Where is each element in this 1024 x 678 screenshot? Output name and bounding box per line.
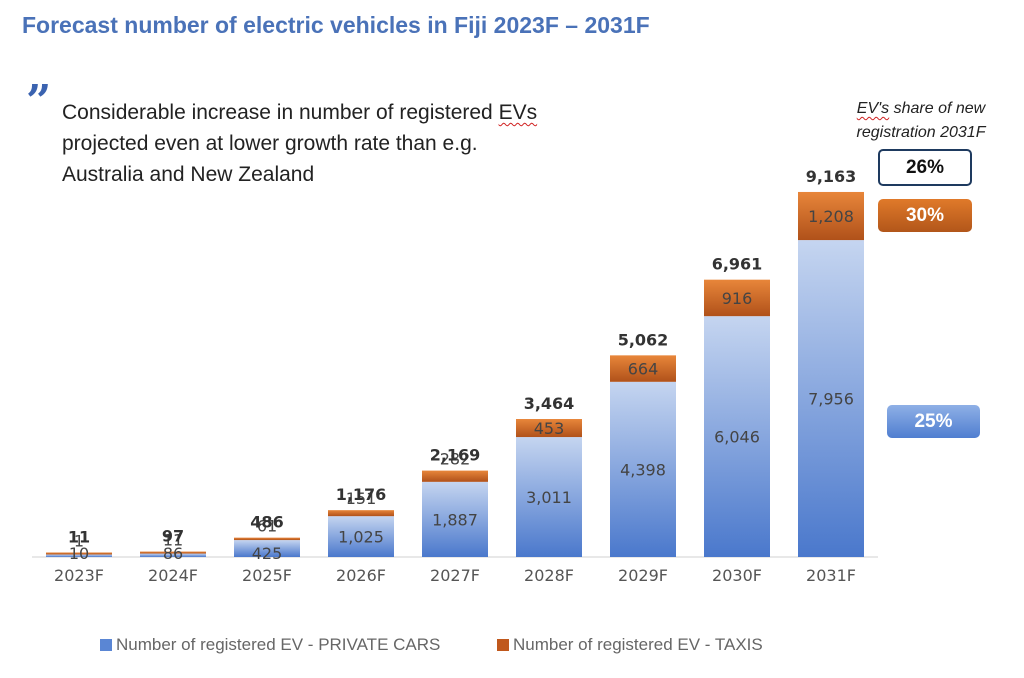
total-label-2029F: 5,062 [618,330,669,349]
data-label-private-2025F: 425 [252,544,283,563]
legend-swatch-taxis [497,639,509,651]
bar-private-2025F [234,540,300,557]
share-caption-line-2: registration 2031F [856,124,986,141]
bar-private-2028F [516,437,582,557]
bar-taxis-2024F [140,551,206,554]
legend-item-taxis: Number of registered EV - TAXIS [497,635,763,655]
x-tick-label-2025F: 2025F [242,566,292,585]
bar-private-2031F [798,240,864,557]
callout-line-1: Considerable increase in number of regis… [62,97,622,128]
callout-line-1-text: Considerable increase in number of regis… [62,101,499,124]
bar-private-2027F [422,481,488,557]
share-caption-line-1-rest: share of new [889,100,986,117]
data-label-taxis-2026F: 151 [346,489,377,508]
share-caption-evs: EV's [856,100,890,117]
data-label-taxis-2028F: 453 [534,419,565,438]
x-tick-label-2023F: 2023F [54,566,104,585]
data-label-taxis-2030F: 916 [722,289,753,308]
data-label-private-2030F: 6,046 [714,428,760,447]
bar-taxis-2027F [422,470,488,482]
data-label-taxis-2027F: 282 [440,450,471,469]
share-caption-line-1: EV's share of new [836,97,1006,121]
bar-taxis-2029F [610,355,676,382]
share-caption: EV's share of new registration 2031F [836,97,1006,145]
callout-line-3: Australia and New Zealand [62,163,315,186]
total-label-2026F: 1,176 [336,485,387,504]
data-label-taxis-2025F: 61 [257,517,277,536]
total-label-2023F: 11 [68,528,90,547]
total-label-2030F: 6,961 [712,255,763,274]
data-label-private-2024F: 86 [163,544,183,563]
data-label-private-2027F: 1,887 [432,510,478,529]
x-tick-label-2030F: 2030F [712,566,762,585]
x-tick-label-2027F: 2027F [430,566,480,585]
bar-private-2029F [610,381,676,557]
x-tick-label-2026F: 2026F [336,566,386,585]
x-tick-label-2028F: 2028F [524,566,574,585]
legend-label-private: Number of registered EV - PRIVATE CARS [116,635,441,654]
total-label-2025F: 486 [250,513,283,532]
data-label-private-2029F: 4,398 [620,460,666,479]
data-label-private-2023F: 10 [69,544,89,563]
share-badge-taxis: 30% [878,199,972,232]
data-label-taxis-2024F: 11 [163,531,183,550]
share-badge-private: 25% [887,405,980,438]
legend-item-private: Number of registered EV - PRIVATE CARS [100,635,440,655]
bar-private-2023F [46,554,112,557]
total-label-2024F: 97 [162,527,184,546]
bar-taxis-2030F [704,279,770,317]
x-tick-label-2024F: 2024F [148,566,198,585]
bar-taxis-2028F [516,419,582,438]
bar-private-2030F [704,316,770,557]
data-label-taxis-2031F: 1,208 [808,207,854,226]
total-label-2028F: 3,464 [524,394,575,413]
chart-title: Forecast number of electric vehicles in … [22,12,650,38]
bar-taxis-2023F [46,552,112,555]
legend-swatch-private [100,639,112,651]
share-badge-total: 26% [878,149,972,186]
legend-label-taxis: Number of registered EV - TAXIS [513,635,763,654]
data-label-taxis-2023F: 1 [74,532,84,551]
bar-private-2024F [140,553,206,557]
data-label-taxis-2029F: 664 [628,360,659,379]
stacked-bar-chart: 101112023F8611972024F425614862025F1,0251… [32,167,878,585]
total-label-2031F: 9,163 [806,167,857,186]
total-label-2027F: 2,169 [430,446,481,465]
callout-text: Considerable increase in number of regis… [62,97,622,190]
bar-taxis-2026F [328,510,394,517]
bar-taxis-2031F [798,191,864,241]
x-tick-label-2031F: 2031F [806,566,856,585]
data-label-private-2031F: 7,956 [808,390,854,409]
data-label-private-2026F: 1,025 [338,528,384,547]
quote-mark-icon: ” [26,76,52,127]
bar-taxis-2025F [234,537,300,541]
bar-private-2026F [328,516,394,557]
callout-line-2: projected even at lower growth rate than… [62,132,478,155]
callout-evs-word: EVs [498,101,538,124]
data-label-private-2028F: 3,011 [526,488,572,507]
x-tick-label-2029F: 2029F [618,566,668,585]
